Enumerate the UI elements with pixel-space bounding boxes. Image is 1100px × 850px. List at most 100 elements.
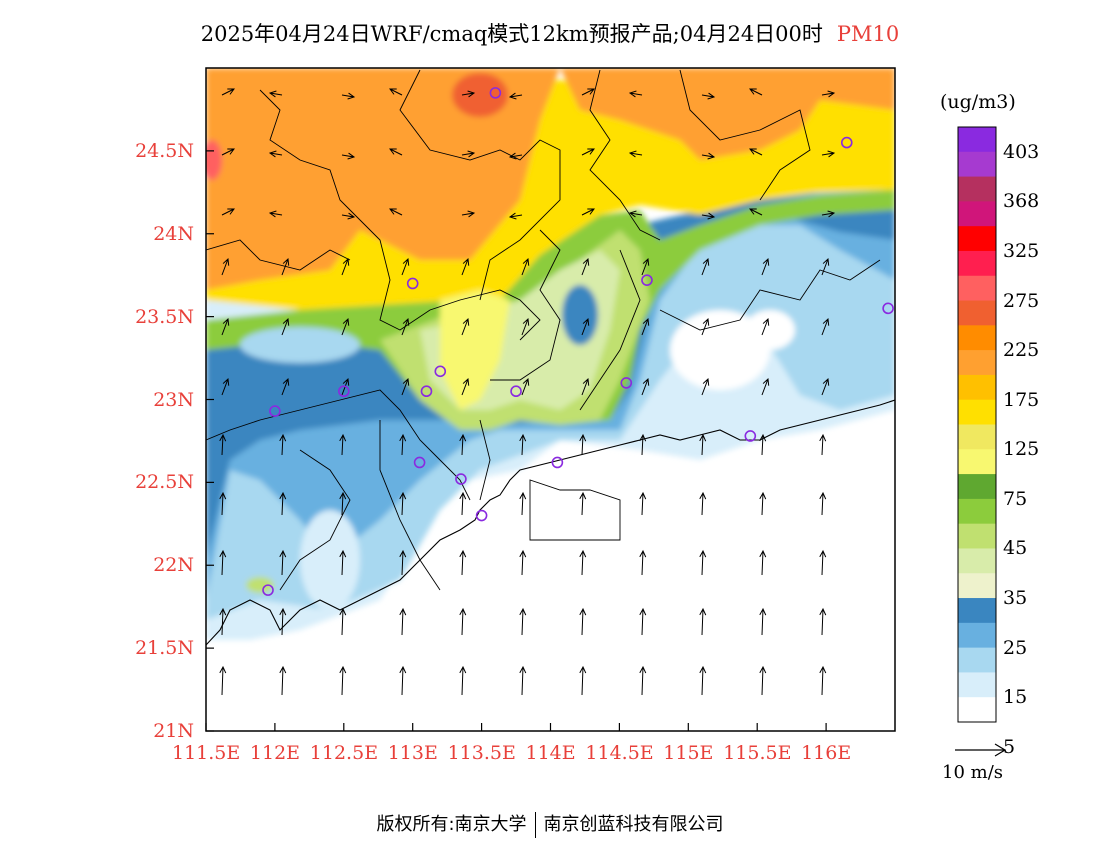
station-marker [406, 277, 419, 290]
wind-arrow [821, 317, 830, 336]
colorbar-label: 368 [1003, 190, 1040, 213]
wind-arrow [759, 491, 767, 516]
wind-arrow [221, 208, 235, 216]
lon-label: 112E [249, 742, 301, 764]
wind-arrow [519, 665, 527, 696]
wind-arrow [401, 317, 410, 336]
wind-arrow [339, 549, 347, 576]
wind-arrow [639, 549, 647, 576]
lon-label: 114.5E [585, 742, 654, 764]
wind-arrow [639, 491, 647, 516]
wind-arrow [281, 317, 290, 336]
colorbar-frame [957, 126, 997, 723]
wind-arrow [401, 377, 410, 396]
colorbar-label: 75 [1003, 487, 1028, 510]
wind-arrow [581, 88, 596, 96]
wind-arrow [819, 665, 827, 696]
footer-right: 南京创蓝科技有限公司 [543, 814, 724, 835]
wind-arrow [639, 665, 647, 696]
wind-arrow [521, 317, 530, 336]
colorbar-label: 175 [1003, 388, 1040, 411]
colorbar-label: 225 [1003, 339, 1040, 362]
wind-scale-arrow [955, 743, 1007, 757]
lon-label: 112.5E [309, 742, 379, 764]
wind-arrow [459, 607, 467, 636]
station-marker [641, 274, 653, 286]
wind-arrow [579, 607, 587, 636]
station-marker [475, 509, 488, 522]
station-marker [620, 377, 633, 389]
wind-arrow [759, 433, 767, 456]
lat-label: 23N [153, 388, 194, 411]
wind-arrow [641, 257, 650, 276]
wind-arrow [641, 317, 650, 336]
wind-arrow [461, 377, 470, 396]
coastline [206, 399, 895, 646]
colorbar-swatch [958, 622, 996, 649]
wind-arrow [281, 257, 290, 276]
colorbar-swatch [958, 424, 996, 450]
wind-arrow [701, 152, 716, 160]
lat-label: 24.5N [135, 139, 194, 162]
wind-arrow [339, 607, 347, 636]
wind-arrow [459, 549, 467, 576]
colorbar-swatch [958, 399, 996, 425]
wind-arrow [389, 148, 403, 156]
wind-arrow [339, 491, 347, 516]
wind-arrow [219, 607, 227, 636]
colorbar-swatch [958, 350, 996, 376]
wind-arrow [219, 433, 227, 456]
wind-arrow [219, 665, 227, 696]
wind-arrow [759, 549, 767, 576]
colorbar-swatch [958, 474, 996, 500]
colorbar-swatch [958, 201, 996, 227]
station-marker [882, 302, 894, 315]
wind-arrow [281, 377, 290, 396]
wind-arrow [508, 92, 523, 100]
colorbar-label: 5 [1003, 735, 1016, 758]
wind-arrow [579, 433, 587, 456]
wind-arrow [819, 607, 827, 636]
wind-arrow [219, 491, 227, 516]
wind-arrow [819, 491, 827, 516]
wind-arrow [401, 257, 410, 276]
wind-arrow [821, 150, 836, 158]
station-marker [413, 456, 426, 469]
colorbar-swatch [958, 176, 996, 202]
colorbar-swatch [958, 127, 996, 153]
station-marker [337, 385, 350, 398]
wind-arrow [761, 257, 770, 276]
lat-label: 21N [153, 720, 194, 742]
wind-arrow [641, 377, 650, 396]
wind-arrow [221, 317, 230, 336]
wind-arrow [399, 665, 407, 696]
wind-arrow [268, 150, 283, 158]
station-marker [840, 136, 853, 149]
wind-arrow [279, 433, 287, 456]
wind-arrow [339, 433, 347, 456]
wind-arrow [341, 152, 356, 160]
wind-arrow [399, 491, 407, 516]
wind-arrow [821, 377, 830, 396]
lat-label: 22N [153, 554, 194, 577]
station-marker [434, 365, 447, 378]
wind-arrow [701, 92, 716, 100]
wind-arrow [459, 491, 467, 516]
wind-arrow [519, 491, 527, 516]
colorbar-swatch [958, 151, 996, 178]
stations [262, 87, 894, 596]
wind-scale-label: 10 m/s [942, 762, 1003, 783]
lon-label: 114E [525, 742, 576, 764]
wind-arrow [459, 665, 467, 696]
wind-arrow [639, 607, 647, 636]
wind-arrow [399, 549, 407, 576]
wind-arrow [761, 317, 770, 336]
wind-arrow [459, 433, 467, 456]
wind-arrow [519, 549, 527, 576]
wind-arrow [341, 317, 350, 336]
station-marker [420, 385, 433, 398]
wind-arrow [508, 152, 523, 160]
wind-arrow [699, 433, 707, 456]
wind-arrow [699, 549, 707, 576]
